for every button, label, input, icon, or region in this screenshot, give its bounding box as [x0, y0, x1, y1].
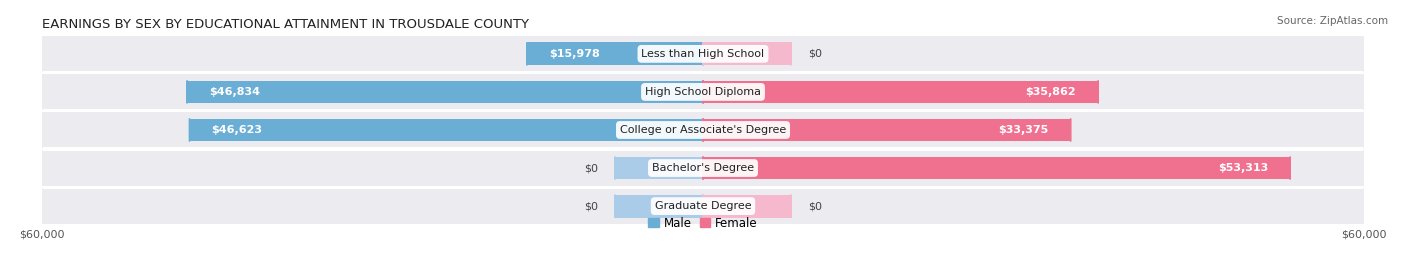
Text: Less than High School: Less than High School [641, 49, 765, 59]
Legend: Male, Female: Male, Female [644, 212, 762, 234]
Bar [42, 36, 1364, 71]
Text: $46,623: $46,623 [211, 125, 263, 135]
Text: $0: $0 [807, 49, 821, 59]
Text: College or Associate's Degree: College or Associate's Degree [620, 125, 786, 135]
Text: High School Diploma: High School Diploma [645, 87, 761, 97]
Text: $53,313: $53,313 [1218, 163, 1268, 173]
Text: Bachelor's Degree: Bachelor's Degree [652, 163, 754, 173]
Bar [42, 151, 1364, 185]
Bar [187, 80, 703, 103]
Bar [703, 118, 1070, 142]
Text: Graduate Degree: Graduate Degree [655, 201, 751, 211]
Bar [42, 75, 1364, 109]
Bar [42, 189, 1364, 224]
Bar [42, 113, 1364, 147]
Text: $15,978: $15,978 [550, 49, 600, 59]
Text: Source: ZipAtlas.com: Source: ZipAtlas.com [1277, 16, 1388, 26]
Bar [703, 42, 792, 65]
Bar [703, 157, 1291, 180]
Bar [703, 195, 792, 218]
Text: $0: $0 [585, 201, 599, 211]
Bar [703, 80, 1098, 103]
Text: $33,375: $33,375 [998, 125, 1049, 135]
Bar [527, 42, 703, 65]
Text: EARNINGS BY SEX BY EDUCATIONAL ATTAINMENT IN TROUSDALE COUNTY: EARNINGS BY SEX BY EDUCATIONAL ATTAINMEN… [42, 18, 529, 31]
Bar [614, 157, 703, 180]
Bar [190, 118, 703, 142]
Text: $0: $0 [585, 163, 599, 173]
Text: $46,834: $46,834 [209, 87, 260, 97]
Text: $35,862: $35,862 [1025, 87, 1076, 97]
Bar [614, 195, 703, 218]
Text: $0: $0 [807, 201, 821, 211]
